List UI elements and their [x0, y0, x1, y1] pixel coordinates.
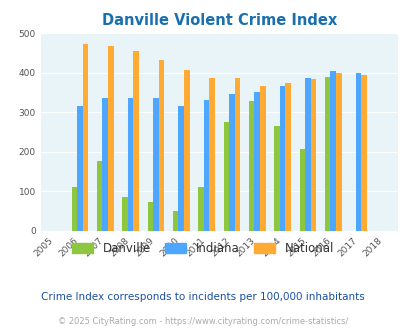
Bar [248, 101, 254, 231]
Title: Danville Violent Crime Index: Danville Violent Crime Index [101, 13, 336, 28]
Bar [158, 60, 164, 231]
Bar [178, 106, 183, 231]
Bar [324, 77, 330, 231]
Bar [133, 51, 139, 231]
Text: Crime Index corresponds to incidents per 100,000 inhabitants: Crime Index corresponds to incidents per… [41, 292, 364, 302]
Bar [71, 187, 77, 231]
Bar [198, 187, 203, 231]
Bar [335, 73, 341, 231]
Bar [223, 122, 228, 231]
Bar [305, 78, 310, 231]
Bar [83, 44, 88, 231]
Bar [203, 100, 209, 231]
Bar [279, 86, 285, 231]
Bar [209, 78, 214, 231]
Bar [254, 92, 259, 231]
Bar [183, 70, 189, 231]
Bar [173, 211, 178, 231]
Bar [360, 75, 366, 231]
Bar [97, 161, 102, 231]
Bar [122, 197, 128, 231]
Bar [108, 46, 113, 231]
Text: © 2025 CityRating.com - https://www.cityrating.com/crime-statistics/: © 2025 CityRating.com - https://www.city… [58, 317, 347, 326]
Bar [102, 98, 108, 231]
Bar [355, 73, 360, 231]
Bar [310, 79, 315, 231]
Legend: Danville, Indiana, National: Danville, Indiana, National [67, 237, 338, 260]
Bar [147, 202, 153, 231]
Bar [77, 106, 83, 231]
Bar [273, 126, 279, 231]
Bar [285, 82, 290, 231]
Bar [228, 94, 234, 231]
Bar [330, 71, 335, 231]
Bar [259, 86, 265, 231]
Bar [128, 98, 133, 231]
Bar [299, 148, 305, 231]
Bar [234, 78, 240, 231]
Bar [153, 98, 158, 231]
